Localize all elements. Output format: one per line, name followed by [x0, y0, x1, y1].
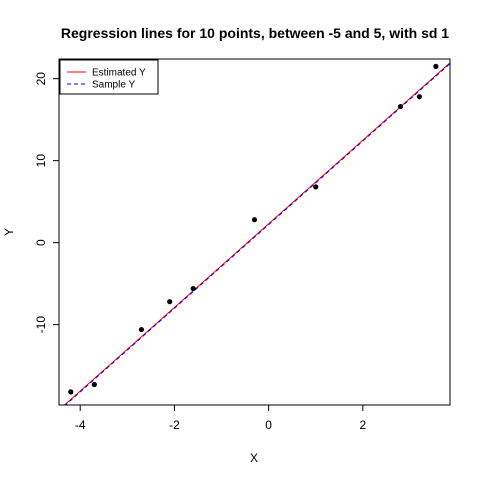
x-tick-label: 0 [265, 418, 272, 432]
y-axis: -10 0 10 20 [34, 72, 60, 334]
data-point [416, 94, 422, 100]
data-point [68, 389, 74, 395]
legend-box [59, 59, 159, 95]
x-tick-label: 2 [360, 418, 367, 432]
data-point [190, 285, 196, 292]
y-tick-label: 20 [34, 72, 48, 86]
x-axis: -4 -2 0 2 [75, 404, 367, 432]
y-tick-label: 0 [34, 239, 48, 246]
series-line-sample [64, 62, 450, 405]
data-point [167, 299, 173, 305]
data-point [433, 63, 439, 69]
plot-frame [58, 58, 451, 406]
legend-sample-label: Sample Y [92, 80, 136, 91]
chart-title: Regression lines for 10 points, between … [61, 25, 449, 41]
y-axis-label: Y [2, 228, 16, 236]
y-tick-label: 10 [34, 154, 48, 168]
data-point [397, 103, 404, 110]
x-tick-label: -2 [169, 418, 180, 432]
legend: Estimated Y Sample Y [59, 59, 159, 95]
y-tick-label: -10 [34, 316, 48, 334]
legend-estimated-label: Estimated Y [92, 68, 146, 79]
data-point [91, 381, 97, 388]
x-tick-label: -4 [75, 418, 86, 432]
data-point [138, 326, 145, 333]
x-axis-label: X [250, 451, 258, 465]
data-point [251, 217, 258, 223]
regression-lines [63, 62, 450, 405]
data-points [68, 63, 439, 395]
series-line-estimated [63, 62, 450, 405]
data-point [313, 184, 319, 190]
